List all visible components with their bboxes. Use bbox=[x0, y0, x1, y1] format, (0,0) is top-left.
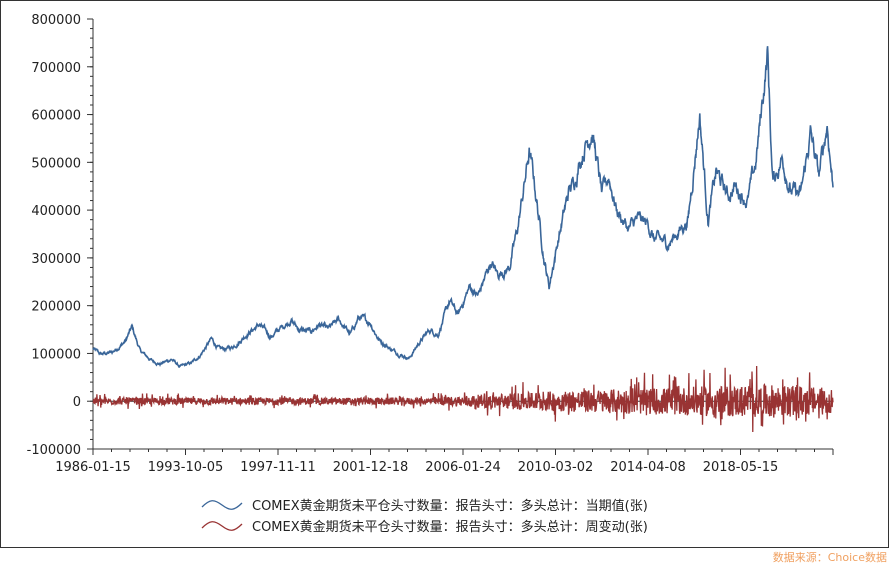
legend-item-weekly-change[interactable]: COMEX黄金期货未平仓头寸数量：报告头寸：多头总计：周变动(张) bbox=[200, 515, 648, 536]
source-label: 数据来源：Choice数据 bbox=[772, 551, 887, 564]
x-axis: 1986-01-15 1993-10-05 1997-11-11 2001-12-18… bbox=[55, 400, 834, 475]
line-chart: -100000 0 100000 200000 300000 400000 500000 60… bbox=[27, 13, 834, 475]
series-weekly-change-line bbox=[92, 366, 834, 432]
series-current-line bbox=[92, 46, 834, 369]
x-tick-label: 2018-05-15 bbox=[703, 460, 779, 475]
y-tick-label: 0 bbox=[73, 395, 81, 410]
series-layer bbox=[92, 46, 834, 432]
y-tick-label: 200000 bbox=[31, 300, 81, 315]
x-tick-label: 2006-01-24 bbox=[425, 460, 501, 475]
y-tick-label: 400000 bbox=[31, 204, 81, 219]
y-tick-label: 100000 bbox=[31, 347, 81, 362]
y-tick-label: 600000 bbox=[31, 109, 81, 124]
legend-swatch-weekly-change bbox=[201, 520, 243, 531]
x-tick-label: 1993-10-05 bbox=[148, 460, 224, 475]
legend-item-current[interactable]: COMEX黄金期货未平仓头寸数量：报告头寸：多头总计：当期值(张) bbox=[200, 494, 648, 515]
legend-swatch-current bbox=[201, 499, 243, 510]
x-tick-label: 2014-04-08 bbox=[610, 460, 686, 475]
y-tick-label: 300000 bbox=[31, 252, 81, 267]
chart-frame: -100000 0 100000 200000 300000 400000 500000 60… bbox=[0, 0, 889, 548]
x-tick-label: 1986-01-15 bbox=[55, 460, 131, 475]
x-tick-label: 1997-11-11 bbox=[240, 460, 316, 475]
y-tick-label: 500000 bbox=[31, 156, 81, 171]
legend: COMEX黄金期货未平仓头寸数量：报告头寸：多头总计：当期值(张) COMEX黄… bbox=[200, 494, 648, 536]
y-tick-label: -100000 bbox=[27, 443, 81, 458]
x-tick-label: 2010-03-02 bbox=[518, 460, 594, 475]
y-axis: -100000 0 100000 200000 300000 400000 500000 60… bbox=[27, 13, 94, 458]
y-tick-label: 700000 bbox=[31, 61, 81, 76]
legend-label-current: COMEX黄金期货未平仓头寸数量：报告头寸：多头总计：当期值(张) bbox=[252, 499, 648, 514]
y-tick-label: 800000 bbox=[31, 13, 81, 28]
legend-label-weekly-change: COMEX黄金期货未平仓头寸数量：报告头寸：多头总计：周变动(张) bbox=[252, 520, 648, 535]
x-tick-label: 2001-12-18 bbox=[333, 460, 409, 475]
